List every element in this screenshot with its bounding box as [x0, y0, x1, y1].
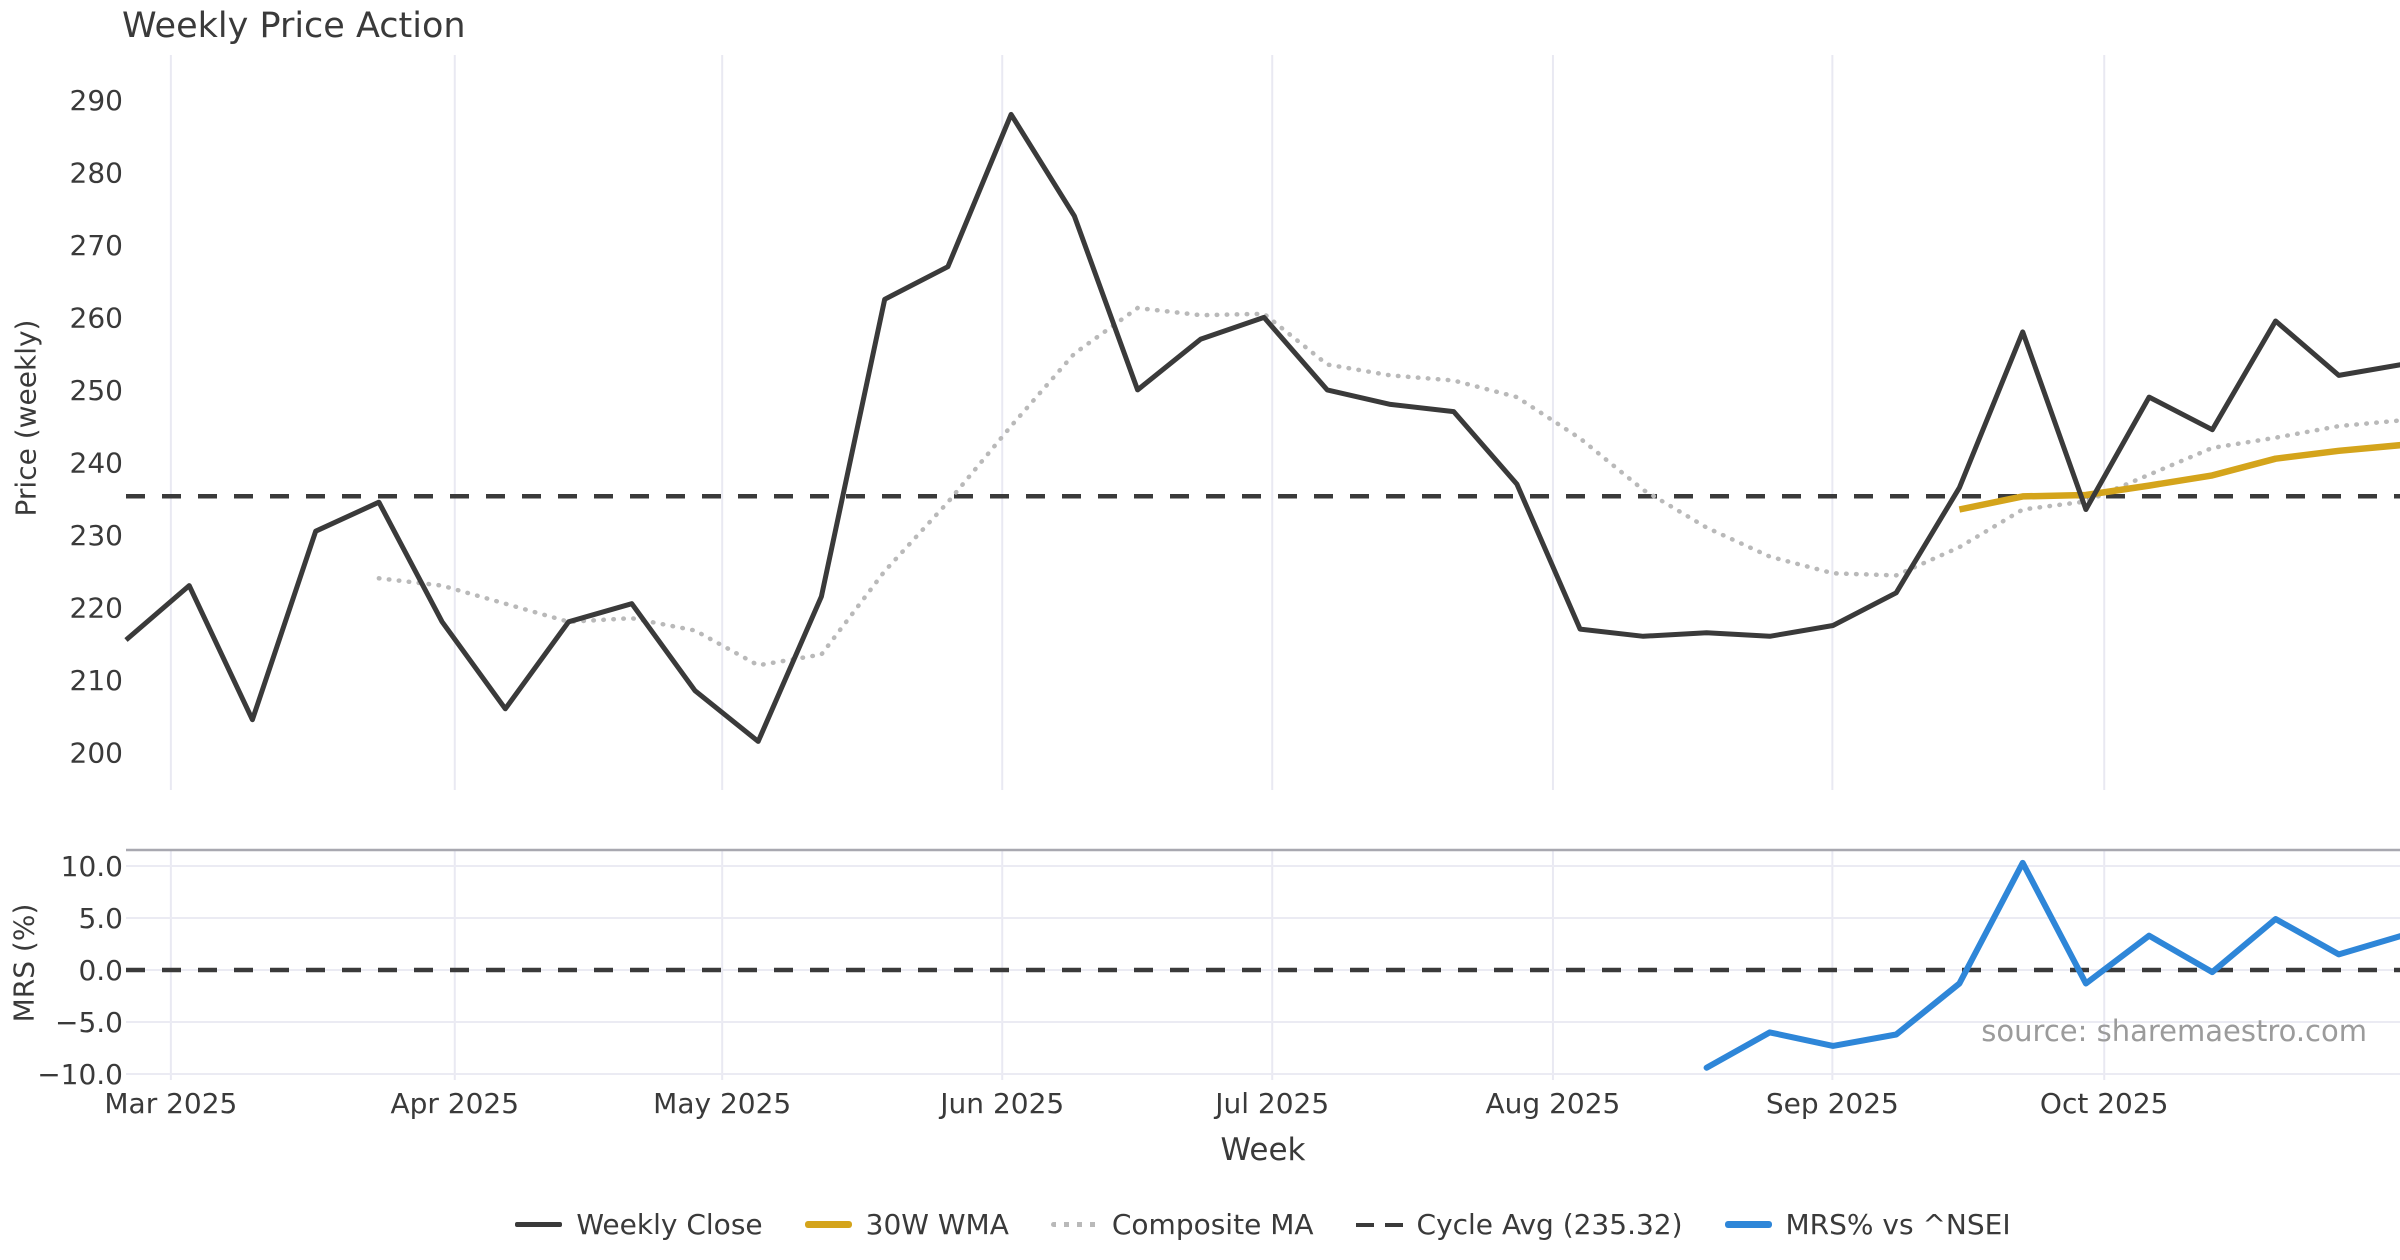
- mrs-y-tick-label: −5.0: [55, 1006, 123, 1039]
- x-tick-label: Jul 2025: [1213, 1087, 1329, 1120]
- x-tick-label: Sep 2025: [1766, 1087, 1899, 1120]
- x-tick-label: Apr 2025: [390, 1087, 519, 1120]
- price-y-tick-label: 280: [70, 156, 123, 189]
- source-credit: source: sharemaestro.com: [1981, 1014, 2367, 1048]
- legend-swatch-mrs: [1724, 1221, 1772, 1228]
- weekly-close-line: [124, 111, 2400, 744]
- x-tick-label: Aug 2025: [1486, 1087, 1621, 1120]
- legend-swatch-cycle-avg: [1355, 1222, 1403, 1227]
- mrs-y-axis-label: MRS (%): [7, 903, 41, 1023]
- legend-label-30w-wma: 30W WMA: [865, 1208, 1009, 1241]
- price-y-tick-label: 290: [70, 84, 123, 117]
- legend-item-mrs: MRS% vs ^NSEI: [1724, 1208, 2011, 1241]
- price-y-tick-label: 220: [70, 591, 123, 624]
- price-y-axis-label: Price (weekly): [9, 319, 43, 517]
- legend-label-composite-ma: Composite MA: [1111, 1208, 1314, 1241]
- legend-swatch-composite-ma: [1050, 1222, 1098, 1227]
- legend-item-composite-ma: Composite MA: [1050, 1208, 1314, 1241]
- price-y-tick-label: 250: [70, 374, 123, 407]
- mrs-line: [1703, 859, 2400, 1071]
- x-tick-label: Mar 2025: [104, 1087, 237, 1120]
- price-y-tick-label: 200: [70, 736, 123, 769]
- legend-item-weekly-close: Weekly Close: [515, 1208, 763, 1241]
- mrs-y-tick-label: 5.0: [78, 902, 123, 935]
- price-y-tick-label: 270: [70, 229, 123, 262]
- price-y-tick-label: 260: [70, 301, 123, 334]
- legend-label-weekly-close: Weekly Close: [576, 1208, 763, 1241]
- legend: Weekly Close 30W WMA Composite MA Cycle …: [126, 1208, 2400, 1241]
- legend-label-cycle-avg: Cycle Avg (235.32): [1416, 1208, 1683, 1241]
- legend-swatch-30w-wma: [804, 1221, 852, 1228]
- wma-30w-line: [1958, 441, 2400, 513]
- legend-label-mrs: MRS% vs ^NSEI: [1785, 1208, 2011, 1241]
- legend-item-30w-wma: 30W WMA: [804, 1208, 1009, 1241]
- chart-title: Weekly Price Action: [122, 6, 466, 46]
- x-tick-label: May 2025: [653, 1087, 791, 1120]
- legend-item-cycle-avg: Cycle Avg (235.32): [1355, 1208, 1683, 1241]
- x-tick-label: Jun 2025: [938, 1087, 1064, 1120]
- mrs-y-tick-label: 10.0: [61, 850, 123, 883]
- composite-ma-line: [376, 305, 2400, 668]
- x-tick-label: Oct 2025: [2040, 1087, 2169, 1120]
- price-y-tick-label: 230: [70, 519, 123, 552]
- price-y-tick-label: 240: [70, 446, 123, 479]
- mrs-y-tick-label: 0.0: [78, 954, 123, 987]
- legend-swatch-weekly-close: [515, 1222, 563, 1227]
- mrs-y-tick-label: −10.0: [37, 1058, 123, 1091]
- price-y-tick-label: 210: [70, 664, 123, 697]
- x-axis-title: Week: [1220, 1132, 1306, 1168]
